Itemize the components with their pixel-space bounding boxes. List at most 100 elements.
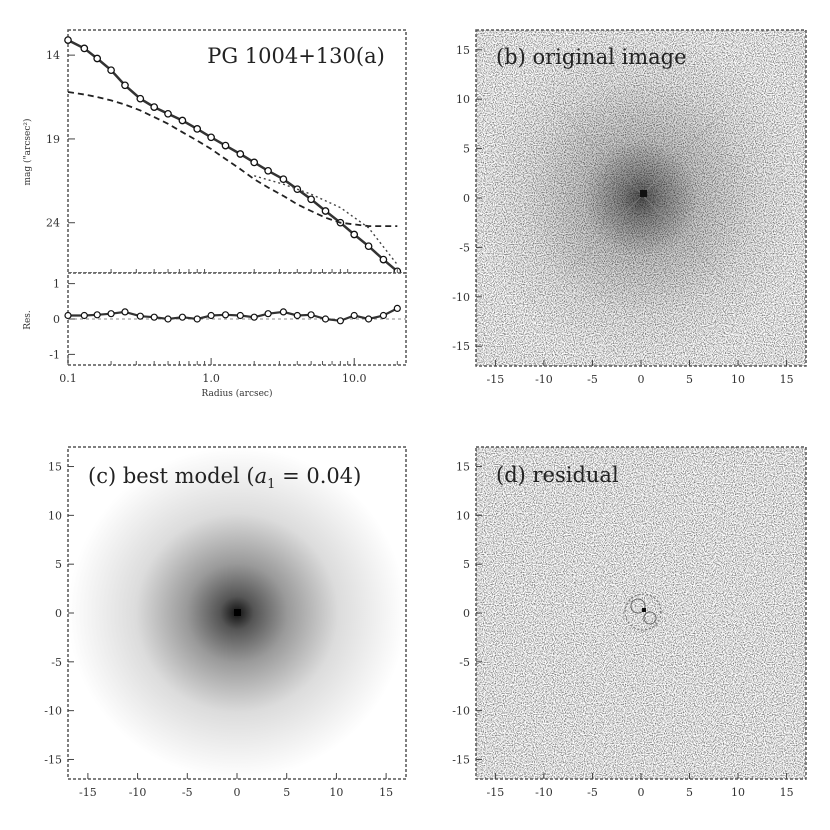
- panel-d-xtick-label: 0: [638, 786, 645, 799]
- panel-b-ytick-label: 15: [456, 44, 470, 57]
- residual-ylabel: Res.: [23, 310, 33, 330]
- residual-point: [121, 308, 129, 316]
- panel-c-core: [234, 609, 241, 616]
- panel-c-xtick-label: 5: [283, 786, 290, 799]
- profile-data-point: [150, 103, 159, 111]
- profile-data-point: [80, 44, 89, 53]
- residual-point: [236, 311, 244, 320]
- residual-point: [321, 315, 330, 323]
- profile-data-point: [178, 116, 187, 125]
- profile-data-point: [250, 158, 259, 167]
- residual-point: [365, 315, 373, 323]
- panel-d-title: (d) residual: [496, 463, 619, 487]
- profile-ytick-label: 24: [46, 217, 60, 230]
- profile-data-point: [207, 133, 215, 142]
- profile-data-point: [164, 109, 172, 118]
- panel-c-xtick-label: 0: [234, 786, 241, 799]
- residual-point: [207, 311, 215, 320]
- profile-data-point: [107, 66, 115, 75]
- residual-point: [250, 313, 258, 321]
- panel-d-ytick-label: 5: [463, 558, 470, 571]
- panel-b-xtick-label: -10: [535, 373, 553, 386]
- panel-b-ytick-label: 5: [463, 143, 470, 156]
- panel-d-ytick-label: 0: [463, 607, 470, 620]
- panel-d-axes: -15 -10 -5 0 5 10 15 15 10 5 0 -5 -10 -15: [452, 461, 793, 799]
- profile-data-point: [236, 150, 245, 158]
- panel-b-ytick-label: -10: [452, 291, 470, 304]
- panel-c-ytick-label: -10: [44, 705, 62, 718]
- panel-a: PG 1004+130(a) mag ("arcsec²) Res. Radiu…: [22, 29, 407, 399]
- panel-d-xtick-label: -5: [587, 786, 598, 799]
- residual-point: [136, 312, 144, 320]
- panel-b-axes: -15 -10 -5 0 5 10 15 15 10 5 0 -5 -10 -15: [452, 44, 793, 386]
- profile-data-point: [379, 255, 388, 264]
- panel-c-xtick-label: 15: [379, 786, 393, 799]
- panel-b-ytick-label: 0: [463, 192, 470, 205]
- panel-d-ytick-label: 15: [456, 461, 470, 474]
- panel-d-xtick-label: 5: [686, 786, 693, 799]
- residual-point: [64, 311, 72, 320]
- residual-point: [293, 311, 301, 320]
- panel-c-ytick-label: 5: [55, 558, 62, 571]
- profile-data-point: [307, 195, 315, 204]
- panel-b-xtick-label: 10: [731, 373, 745, 386]
- panel-d-xtick-label: -15: [487, 786, 505, 799]
- profile-data-point: [64, 36, 72, 44]
- panel-d-residual-center: [624, 593, 662, 631]
- panel-c-xtick-label: -5: [182, 786, 193, 799]
- profile-ytick-label: 14: [46, 49, 60, 62]
- panel-b-core: [640, 190, 647, 197]
- panel-c-ytick-label: -15: [44, 753, 62, 766]
- residual-point: [150, 313, 158, 321]
- model-component-dotted: [254, 175, 398, 266]
- profile-xlabel: Radius (arcsec): [202, 388, 273, 399]
- panel-c-ytick-label: 10: [48, 509, 62, 522]
- residual-point: [93, 311, 101, 319]
- residual-point: [80, 311, 88, 320]
- profile-xtick-label: 1.0: [202, 372, 220, 385]
- panel-d: (d) residual: [475, 446, 807, 780]
- panel-b-ytick-label: -5: [459, 241, 470, 254]
- residual-point: [164, 315, 172, 323]
- residual-point: [307, 311, 315, 319]
- panel-d-ytick-label: -5: [459, 656, 470, 669]
- panel-b-xtick-label: -15: [487, 373, 505, 386]
- profile-xtick-label: 0.1: [59, 372, 77, 385]
- profile-ytick-label: 19: [46, 133, 60, 146]
- residual-ytick-label: 0: [53, 313, 60, 326]
- profile-data-point: [279, 175, 288, 184]
- profile-data-point: [221, 141, 230, 150]
- panel-c-axes: -15 -10 -5 0 5 10 15 15 10 5 0 -5 -10 -15: [44, 461, 393, 799]
- model-component-dashed: [67, 91, 398, 227]
- profile-data-point: [264, 166, 272, 175]
- residual-point: [107, 310, 115, 318]
- profile-data-point: [350, 230, 359, 239]
- residual-point: [350, 311, 358, 320]
- panel-b-title: (b) original image: [496, 45, 687, 69]
- residual-point: [221, 311, 230, 319]
- panel-b-ytick-label: -15: [452, 340, 470, 353]
- panel-d-xtick-label: 15: [780, 786, 794, 799]
- panel-d-ytick-label: 10: [456, 509, 470, 522]
- panel-b: (b) original image: [475, 29, 807, 367]
- panel-d-ytick-label: -15: [452, 753, 470, 766]
- profile-plot: PG 1004+130(a): [64, 29, 407, 276]
- panel-d-ytick-label: -10: [452, 705, 470, 718]
- panel-c-ytick-label: -5: [51, 656, 62, 669]
- profile-data-point: [364, 242, 373, 251]
- panel-b-xtick-label: 15: [780, 373, 794, 386]
- profile-data-point: [93, 54, 102, 63]
- residual-ytick-label: 1: [53, 278, 60, 291]
- panel-b-xtick-label: 5: [686, 373, 693, 386]
- profile-xtick-label: 10.0: [342, 372, 367, 385]
- residual-point: [379, 311, 387, 320]
- panel-c: (c) best model (a1 = 0.04): [67, 446, 407, 780]
- panel-d-noise: [476, 447, 806, 779]
- residual-point: [336, 317, 344, 325]
- panel-b-xtick-label: 0: [638, 373, 645, 386]
- panel-b-ytick-label: 10: [456, 93, 470, 106]
- profile-data-point: [136, 94, 145, 103]
- profile-data-point: [121, 81, 129, 90]
